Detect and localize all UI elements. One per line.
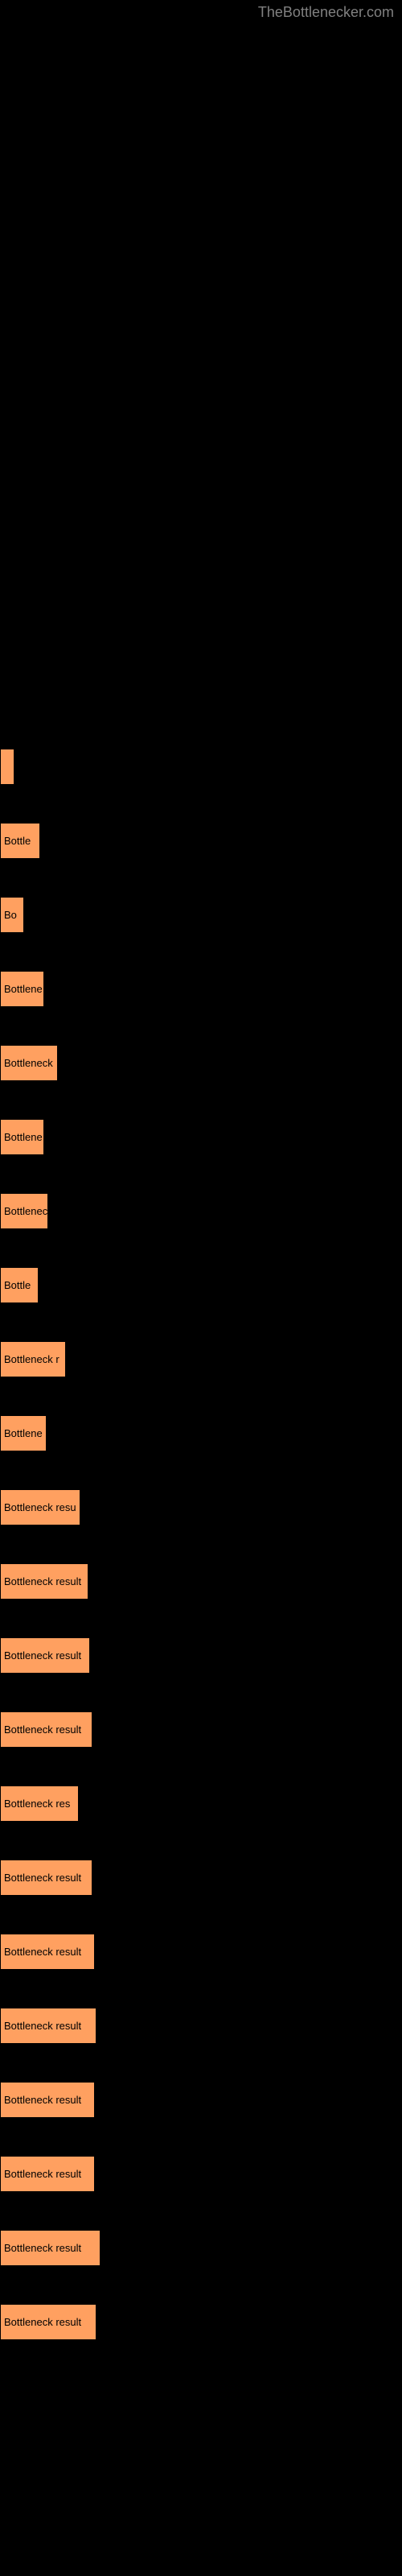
bar-row: Bottleneck r [0, 1341, 402, 1377]
bar-row: Bottleneck result [0, 2304, 402, 2340]
bar-item: Bottleneck r [0, 1341, 66, 1377]
bar-item: Bottleneck res [0, 1785, 79, 1822]
bar-row: Bottle [0, 823, 402, 859]
bar-item: Bottleneck [0, 1045, 58, 1081]
bar-item: Bottleneck result [0, 1711, 92, 1748]
bar-item: Bottleneck result [0, 1637, 90, 1674]
bar-item: Bo [0, 897, 24, 933]
bar-row: Bottlene [0, 1415, 402, 1451]
bar-row: Bottleneck result [0, 1934, 402, 1970]
bar-chart: Bottle Bo Bottlene Bottleneck Bottlene Bottle… [0, 0, 402, 2394]
bar-row: Bottleneck result [0, 2082, 402, 2118]
bar-row: Bottleneck [0, 1045, 402, 1081]
bar-item: Bottleneck result [0, 2304, 96, 2340]
bar-item: Bottlenec [0, 1193, 48, 1229]
bar-item: Bottleneck result [0, 1860, 92, 1896]
bar-item: Bottleneck resu [0, 1489, 80, 1525]
bar-item: Bottleneck result [0, 2156, 95, 2192]
bar-row: Bottleneck result [0, 1860, 402, 1896]
bar-row: Bottleneck resu [0, 1489, 402, 1525]
bar-row [0, 749, 402, 785]
bar-item: Bottlene [0, 1415, 47, 1451]
bar-item: Bottle [0, 823, 40, 859]
bar-item: Bottleneck result [0, 2008, 96, 2044]
bar-row: Bottleneck res [0, 1785, 402, 1822]
bar-item: Bottlene [0, 971, 44, 1007]
bar-item: Bottleneck result [0, 1934, 95, 1970]
bar-row: Bottleneck result [0, 1711, 402, 1748]
bar-item: Bottle [0, 1267, 39, 1303]
bar-row: Bottlenec [0, 1193, 402, 1229]
bar-row: Bottleneck result [0, 1637, 402, 1674]
bar-item [0, 749, 14, 785]
bar-row: Bottleneck result [0, 2156, 402, 2192]
bar-item: Bottleneck result [0, 2230, 100, 2266]
bar-item: Bottleneck result [0, 1563, 88, 1600]
watermark-text: TheBottlenecker.com [258, 4, 394, 21]
bar-row: Bottle [0, 1267, 402, 1303]
bar-row: Bottleneck result [0, 1563, 402, 1600]
bar-row: Bo [0, 897, 402, 933]
bar-row: Bottlene [0, 1119, 402, 1155]
bar-item: Bottleneck result [0, 2082, 95, 2118]
bar-item: Bottlene [0, 1119, 44, 1155]
bar-row: Bottlene [0, 971, 402, 1007]
bar-row: Bottleneck result [0, 2230, 402, 2266]
bar-row: Bottleneck result [0, 2008, 402, 2044]
